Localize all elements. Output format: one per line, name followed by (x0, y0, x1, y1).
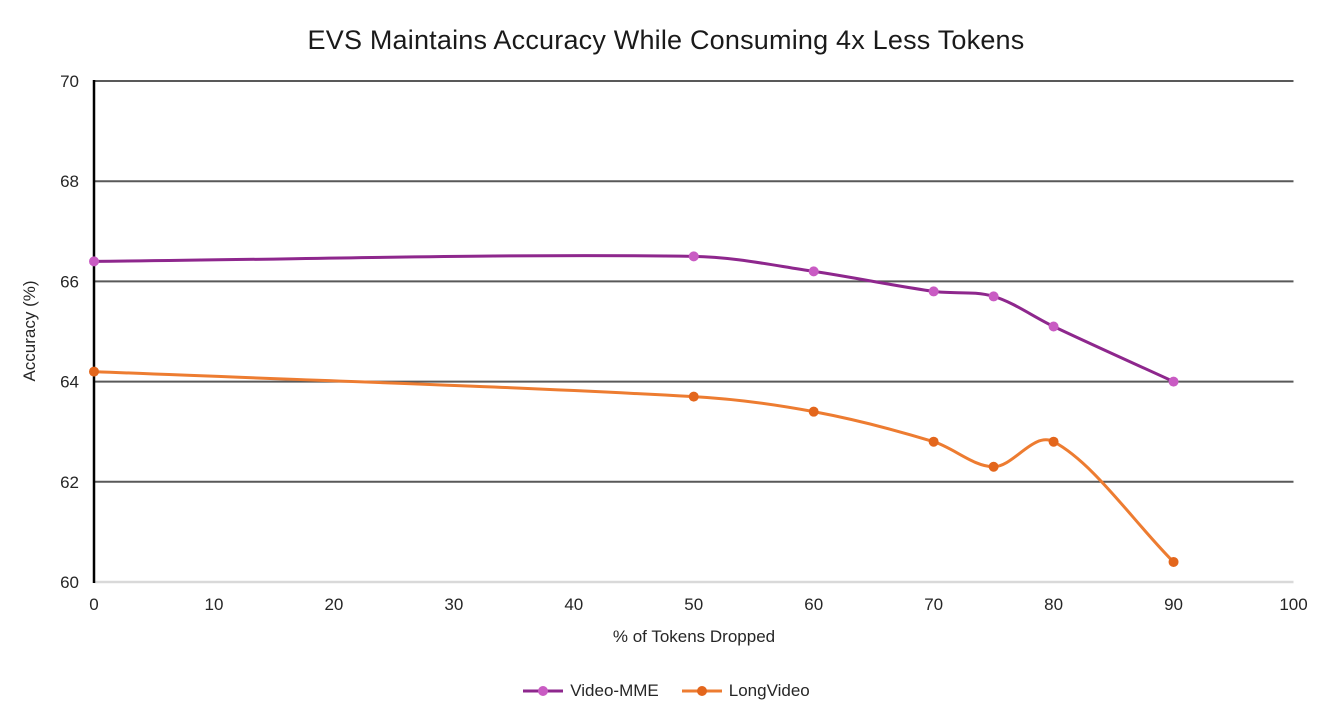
x-tick-label: 30 (444, 595, 463, 614)
y-tick-label: 70 (60, 72, 79, 91)
y-tick-label: 66 (60, 272, 79, 291)
y-tick-label: 64 (60, 373, 79, 392)
x-tick-label: 70 (924, 595, 943, 614)
legend-line-marker-icon (681, 686, 722, 696)
legend: Video-MME LongVideo (0, 681, 1332, 701)
series-marker-longvideo (1048, 436, 1059, 447)
x-tick-label: 20 (324, 595, 343, 614)
series-marker-longvideo (1168, 556, 1179, 567)
series-marker-longvideo (928, 436, 939, 447)
series-marker-longvideo (988, 461, 999, 472)
x-tick-label: 80 (1044, 595, 1063, 614)
legend-line-marker-icon (523, 686, 564, 696)
y-tick-label: 68 (60, 172, 79, 191)
x-tick-label: 0 (89, 595, 98, 614)
series-marker-longvideo (89, 366, 99, 377)
series-marker-video-mme (1048, 321, 1059, 332)
y-tick-label: 60 (60, 573, 79, 592)
legend-item-video-mme: Video-MME (522, 681, 659, 701)
series-line-video-mme (92, 254, 1176, 384)
series-marker-video-mme (1168, 376, 1179, 387)
series-marker-longvideo (808, 406, 819, 417)
series-marker-video-mme (808, 266, 819, 277)
x-tick-label: 100 (1279, 595, 1307, 614)
plot-area: 60 62 64 66 68 70 0 10 20 30 40 50 60 70 80 90 100 (60, 72, 1308, 614)
series-marker-video-mme (89, 256, 99, 267)
series-marker-video-mme (928, 286, 939, 297)
x-tick-label: 90 (1164, 595, 1183, 614)
x-tick-label: 10 (204, 595, 223, 614)
x-tick-label: 40 (564, 595, 583, 614)
series-line-longvideo (92, 370, 1176, 564)
x-tick-label: 50 (684, 595, 703, 614)
series-marker-longvideo (688, 391, 699, 402)
legend-label-video-mme: Video-MME (570, 681, 659, 700)
series-marker-video-mme (688, 251, 699, 262)
chart-title: EVS Maintains Accuracy While Consuming 4… (307, 25, 1025, 55)
y-tick-label: 62 (60, 473, 79, 492)
legend-item-longvideo: LongVideo (681, 681, 810, 701)
x-tick-label: 60 (804, 595, 823, 614)
legend-label-longvideo: LongVideo (728, 681, 810, 700)
x-axis-title: % of Tokens Dropped (612, 627, 776, 646)
series-marker-video-mme (988, 291, 999, 302)
